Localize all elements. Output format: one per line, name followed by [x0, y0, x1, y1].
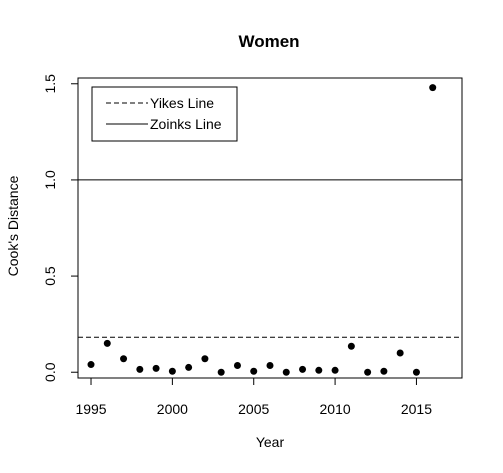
- data-point: [396, 349, 404, 357]
- data-point: [429, 84, 437, 92]
- data-point: [217, 368, 225, 376]
- data-point: [266, 362, 274, 369]
- data-point: [364, 368, 372, 376]
- data-point: [120, 355, 128, 363]
- y-tick-label: 0.5: [42, 266, 58, 286]
- legend-box: [91, 86, 238, 142]
- x-tick-label: 2010: [320, 401, 351, 417]
- data-point: [299, 365, 307, 373]
- data-point: [380, 367, 388, 375]
- legend-yikes-label: Yikes Line: [150, 95, 214, 111]
- data-point: [412, 368, 420, 376]
- data-point: [331, 366, 339, 374]
- chart-title: Women: [238, 32, 299, 51]
- y-tick-label: 0.0: [42, 362, 58, 382]
- data-point: [315, 366, 323, 374]
- x-axis: 1995 2000 2005 2010 2015: [75, 377, 432, 417]
- x-tick-label: 2005: [238, 401, 269, 417]
- x-tick-label: 2000: [157, 401, 188, 417]
- data-points: [87, 84, 437, 376]
- x-tick-label: 1995: [75, 401, 106, 417]
- data-point: [136, 365, 144, 373]
- data-point: [103, 339, 111, 347]
- y-tick-label: 1.0: [42, 170, 58, 190]
- data-point: [152, 364, 160, 372]
- data-point: [201, 355, 209, 363]
- y-axis: 0.0 0.5 1.0 1.5: [42, 74, 79, 382]
- data-point: [233, 362, 241, 369]
- data-point: [87, 361, 95, 369]
- data-point: [168, 367, 176, 375]
- reference-lines: [78, 179, 462, 338]
- data-point: [250, 367, 258, 375]
- data-point: [185, 363, 193, 371]
- legend: Yikes Line Zoinks Line: [91, 86, 238, 142]
- y-axis-label: Cook's Distance: [5, 175, 21, 276]
- data-point: [347, 342, 355, 350]
- legend-zoinks-label: Zoinks Line: [150, 116, 222, 132]
- data-point: [282, 368, 290, 376]
- y-tick-label: 1.5: [42, 74, 58, 94]
- x-axis-label: Year: [256, 434, 285, 450]
- x-tick-label: 2015: [401, 401, 432, 417]
